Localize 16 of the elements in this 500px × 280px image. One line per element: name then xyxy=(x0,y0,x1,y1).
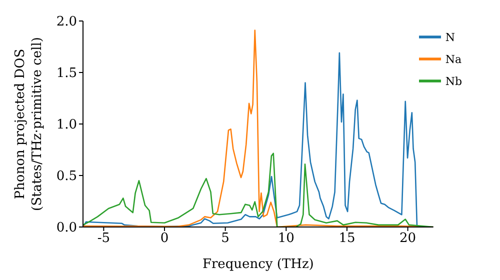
y-tick-label: 2.0 xyxy=(56,14,77,30)
y-tick-label: 1.5 xyxy=(56,66,77,82)
x-tick-label: 0 xyxy=(160,231,169,246)
x-tick-label: 5 xyxy=(221,231,230,246)
legend-label: Nb xyxy=(445,74,462,88)
x-tick-label: -5 xyxy=(97,231,110,246)
y-tick-label: 0.5 xyxy=(56,169,77,184)
legend-label: N xyxy=(445,30,455,44)
x-tick-label: 15 xyxy=(338,231,356,246)
x-tick-label: 20 xyxy=(400,231,416,246)
x-tick-label: 10 xyxy=(278,231,294,246)
legend-label: Na xyxy=(445,52,462,66)
x-axis-title: Frequency (THz) xyxy=(202,257,314,272)
y-tick-label: 0.0 xyxy=(56,220,77,236)
y-axis-title: Phonon projected DOS (States/THz·primitive cell) xyxy=(13,36,45,212)
y-tick-label: 1.0 xyxy=(56,118,77,133)
